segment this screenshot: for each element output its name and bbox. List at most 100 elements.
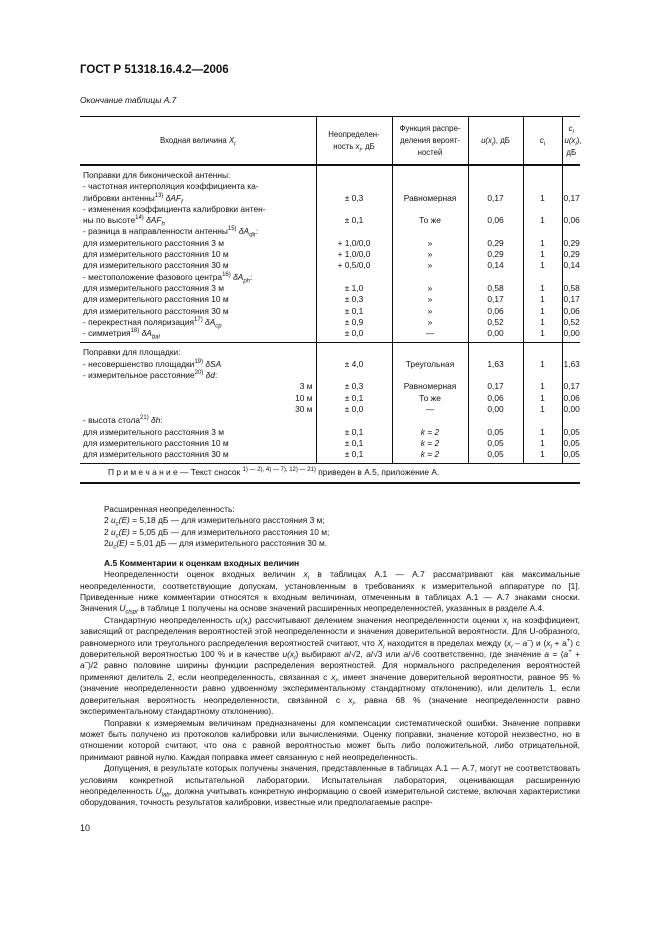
uncertainty-cell: ± 0,1 (315, 215, 392, 227)
section-heading: А.5 Комментарии к оценкам входных величи… (104, 557, 300, 568)
text-segment: ) и ( (530, 637, 547, 648)
sensitivity-cell: 1 (522, 426, 562, 438)
subscript: c (115, 533, 119, 540)
contribution-cell: 0,00 (561, 403, 580, 416)
text-segment: Функция распре-деления вероят-ностей (399, 123, 461, 157)
distribution-cell (391, 181, 468, 193)
uncertainty-cell: ± 0,1 (315, 449, 392, 465)
sensitivity-cell (522, 165, 562, 182)
table-row: 10 м ± 0,1 То же 0,06 1 0,06 (80, 392, 580, 404)
contribution-cell: 0,17 (561, 381, 580, 393)
distribution-cell: » (391, 282, 468, 295)
uncertainty-cell: ± 0,3 (315, 381, 392, 393)
text-segment: xi (355, 141, 361, 154)
standard-uncertainty-cell: 0,05 (467, 437, 523, 450)
text-segment: /√6 соответственно, где значение (408, 649, 545, 660)
input-quantity-cell: - перекрестная поляризация17) δAcp (80, 317, 316, 330)
text-segment: , равна 68 % (значение неопределенности … (80, 694, 580, 717)
text-segment: uc (111, 526, 119, 540)
expanded-uncertainty-line: 2 uc(E) = 5,05 дБ — для измерительного р… (104, 526, 580, 540)
standard-uncertainty-cell: 0,17 (467, 381, 523, 393)
text-segment: , должна учитывать конкретную информацию… (80, 785, 580, 808)
text-segment: xi (506, 637, 513, 651)
column-header: Входная величина Xi (80, 116, 316, 166)
distribution-cell (391, 342, 468, 359)
column-header: ci u(xi), дБ (561, 116, 582, 166)
text-segment: + (571, 649, 580, 660)
column-header: Функция распре-деления вероят-ностей (391, 116, 468, 166)
text-segment: Поправки к измеряемым величинам предназн… (80, 717, 580, 762)
text-segment: : (250, 271, 253, 282)
subscript: i (550, 644, 552, 651)
text-segment: (E) (118, 515, 130, 526)
table-row: либровки антенны13) δAFf ± 0,3 Равномерная… (80, 192, 580, 205)
text-segment: Допущения, в результате которых получены… (80, 763, 580, 796)
text-segment: uc (111, 515, 119, 528)
subscript: i (247, 621, 249, 628)
sensitivity-cell (522, 226, 562, 238)
superscript: 16) (222, 271, 231, 278)
standard-uncertainty-cell: 0,06 (467, 215, 523, 227)
distribution-cell: То же (391, 215, 468, 227)
text-segment: для измерительного расстояния 30 м (83, 260, 229, 271)
contribution-cell: 0,00 (561, 328, 580, 344)
table-row: Поправки для биконической антенны: (80, 165, 580, 182)
text-segment: для измерительного расстояния 3 м (83, 426, 224, 437)
uncertainty-cell: ± 0,1 (315, 426, 392, 438)
uncertainty-cell (315, 415, 392, 427)
text-segment: )/2 равно половине ширины функции распре… (80, 660, 580, 682)
distribution-cell: » (391, 237, 468, 250)
column-header: ci (522, 116, 562, 166)
superscript: 1) — 2), 4) — 7), 12) — 21) (242, 467, 316, 474)
subscript: i (575, 141, 577, 148)
text-segment: a– (522, 637, 531, 648)
text-segment: для измерительного расстояния 10 м (83, 249, 229, 260)
table-note-row: П р и м е ч а н и е — Текст сносок 1) — … (80, 463, 580, 484)
sensitivity-cell: 1 (522, 305, 562, 317)
table-row: для измерительного расстояния 3 м ± 1,0» 0… (80, 282, 580, 295)
expanded-uncertainty: Расширенная неопределенность: 2 uc(E) = … (80, 503, 580, 551)
text-segment: – (512, 637, 523, 648)
subscript: h (161, 221, 165, 228)
text-segment: ), дБ (566, 135, 582, 157)
superscript: 20) (194, 370, 204, 377)
input-quantity-cell: для измерительного расстояния 30 м (80, 306, 316, 317)
contribution-cell: 0,05 (561, 449, 580, 465)
text-segment: δd (203, 370, 215, 381)
sensitivity-cell (522, 415, 562, 427)
uncertainty-cell (315, 370, 392, 382)
text-segment: xi (303, 569, 310, 582)
distribution-cell (391, 226, 468, 238)
document-title: ГОСТ Р 51318.16.4.2—2006 (80, 64, 229, 76)
text-segment: Ulab (155, 785, 170, 799)
text-segment: Поправки для биконической антенны: (83, 170, 231, 180)
distribution-cell: k = 2 (391, 426, 468, 438)
contribution-cell: 0,14 (561, 260, 580, 272)
table-row: для измерительного расстояния 3 м + 1,0/0… (80, 237, 580, 250)
uncertainty-cell (315, 203, 392, 216)
uncertainty-cell: ± 4,0 (315, 358, 392, 371)
subscript: bal (151, 334, 160, 341)
expanded-uncertainty-title: Расширенная неопределенность: (104, 503, 235, 514)
subscript: i (383, 644, 385, 651)
superscript: – (527, 637, 531, 644)
table-note: П р и м е ч а н и е — Текст сносок 1) — … (80, 463, 580, 484)
sensitivity-cell: 1 (522, 215, 562, 227)
expanded-uncertainty-line: 2 uc(E) = 5,18 дБ — для измерительного р… (104, 515, 580, 528)
standard-uncertainty-cell: 0,14 (467, 260, 523, 272)
paragraph: Допущения, в результате которых получены… (80, 763, 580, 809)
expanded-uncertainty-lines: 2 uc(E) = 5,18 дБ — для измерительного р… (104, 515, 580, 551)
input-quantity-cell: для измерительного расстояния 30 м (80, 260, 316, 271)
text-segment: xi (546, 637, 552, 651)
paragraph: Неопределенности оценок входных величин … (80, 569, 580, 616)
subscript: i (572, 129, 574, 136)
uncertainty-cell (315, 271, 392, 283)
text-segment: - частотная интерполяция коэффициента ка… (83, 181, 259, 192)
table-row: - разница в направленности антенны15) δA… (80, 226, 580, 239)
standard-uncertainty-cell: 0,00 (467, 328, 523, 344)
uncertainty-table: Входная величина Xi Неопределен-ность xi,… (80, 116, 582, 484)
subscript: i (507, 621, 509, 628)
sensitivity-cell: 1 (522, 449, 562, 465)
text-segment: 3 м (299, 381, 313, 392)
uncertainty-cell: ± 0,1 (315, 305, 392, 317)
